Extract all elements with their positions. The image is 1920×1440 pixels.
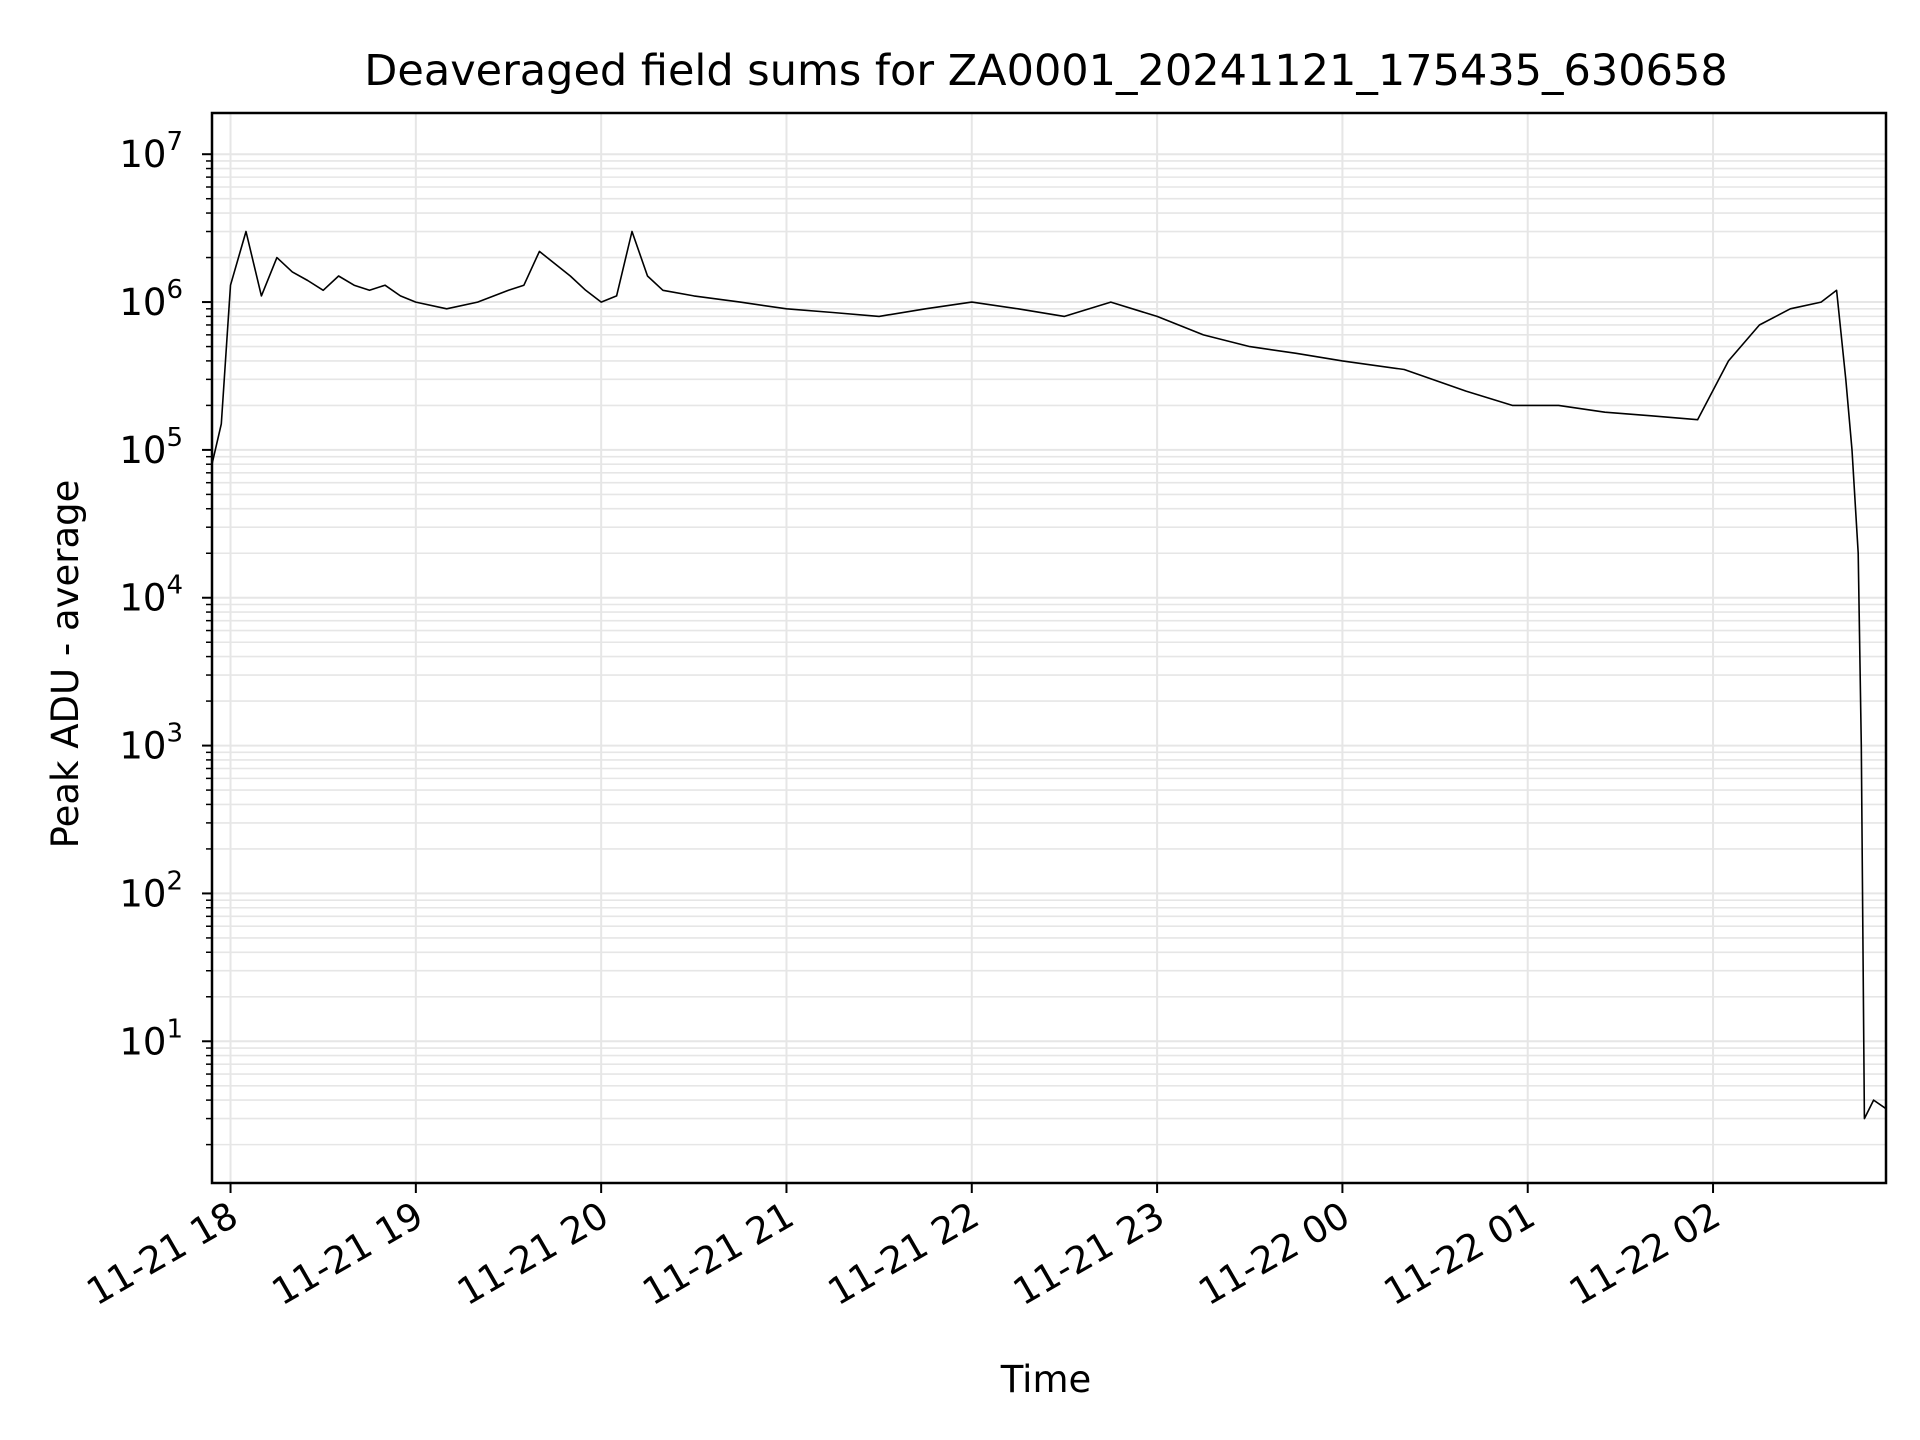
x-axis-label: Time [1000,1358,1092,1401]
y-axis: 101 102 103 104 105 106 107 [119,127,212,1146]
axes-frame [210,111,1888,1185]
grid [212,113,1886,1183]
data-series-line [211,230,1887,1120]
y-tick-label: 106 [119,275,183,324]
y-tick-label: 103 [119,719,183,768]
y-tick-label: 102 [119,866,183,915]
y-tick-label: 107 [119,127,183,176]
chart-title: Deaveraged field sums for ZA0001_2024112… [364,46,1727,96]
y-axis-label: Peak ADU - average [44,480,87,849]
y-tick-label: 105 [119,423,183,472]
plot-area [211,230,1887,1120]
y-tick-label: 101 [119,1014,183,1063]
y-tick-label: 104 [119,571,183,620]
